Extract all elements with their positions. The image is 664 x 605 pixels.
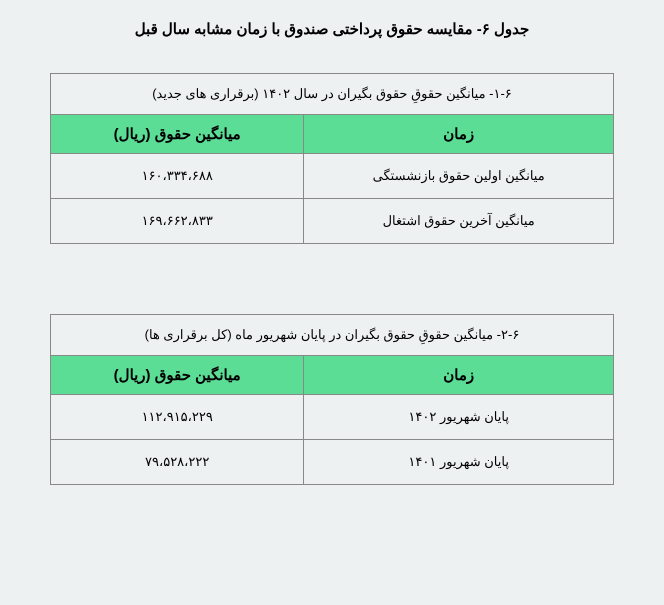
table-row: میانگین اولین حقوق بازنشستگی ۱۶۰،۳۳۴،۶۸۸ [51,154,614,199]
table-1-caption: ۱-۶- میانگین حقوقِ حقوق بگیران در سال ۱۴… [50,73,614,114]
table-2-caption: ۲-۶- میانگین حقوقِ حقوق بگیران در پایان … [50,314,614,355]
page-title: جدول ۶- مقایسه حقوق پرداختی صندوق با زما… [50,20,614,38]
table-1-header-value: میانگین حقوق (ریال) [51,115,304,154]
table-row: پایان شهریور ۱۴۰۲ ۱۱۲،۹۱۵،۲۲۹ [51,395,614,440]
table-1-cell-time: میانگین آخرین حقوق اشتغال [304,199,614,244]
table-2-cell-time: پایان شهریور ۱۴۰۱ [304,440,614,485]
table-1-cell-value: ۱۶۹،۶۶۲،۸۳۳ [51,199,304,244]
table-2-header-time: زمان [304,356,614,395]
table-row: میانگین آخرین حقوق اشتغال ۱۶۹،۶۶۲،۸۳۳ [51,199,614,244]
table-1: زمان میانگین حقوق (ریال) میانگین اولین ح… [50,114,614,244]
table-2-cell-value: ۷۹،۵۲۸،۲۲۲ [51,440,304,485]
table-2-cell-time: پایان شهریور ۱۴۰۲ [304,395,614,440]
table-row: پایان شهریور ۱۴۰۱ ۷۹،۵۲۸،۲۲۲ [51,440,614,485]
table-1-header-time: زمان [304,115,614,154]
table-2-cell-value: ۱۱۲،۹۱۵،۲۲۹ [51,395,304,440]
table-1-container: ۱-۶- میانگین حقوقِ حقوق بگیران در سال ۱۴… [50,73,614,244]
table-2: زمان میانگین حقوق (ریال) پایان شهریور ۱۴… [50,355,614,485]
table-1-cell-value: ۱۶۰،۳۳۴،۶۸۸ [51,154,304,199]
table-1-header-row: زمان میانگین حقوق (ریال) [51,115,614,154]
table-2-header-row: زمان میانگین حقوق (ریال) [51,356,614,395]
table-2-container: ۲-۶- میانگین حقوقِ حقوق بگیران در پایان … [50,314,614,485]
table-2-header-value: میانگین حقوق (ریال) [51,356,304,395]
table-1-cell-time: میانگین اولین حقوق بازنشستگی [304,154,614,199]
